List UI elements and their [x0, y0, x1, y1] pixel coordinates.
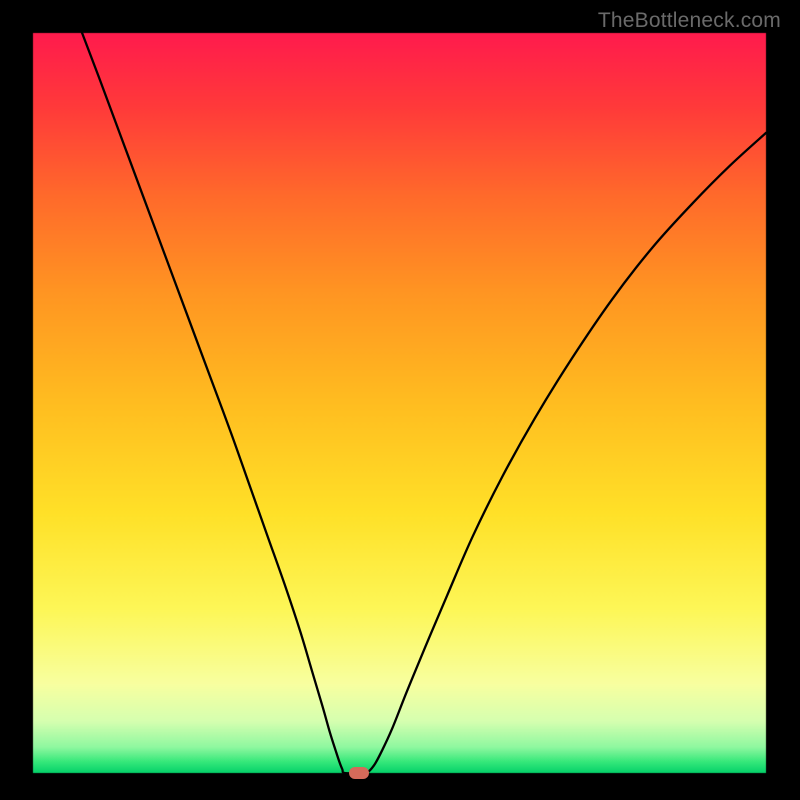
chart-container: TheBottleneck.com — [0, 0, 800, 800]
bottleneck-marker — [349, 767, 370, 780]
gradient-background — [0, 0, 800, 800]
watermark-text: TheBottleneck.com — [598, 9, 781, 33]
